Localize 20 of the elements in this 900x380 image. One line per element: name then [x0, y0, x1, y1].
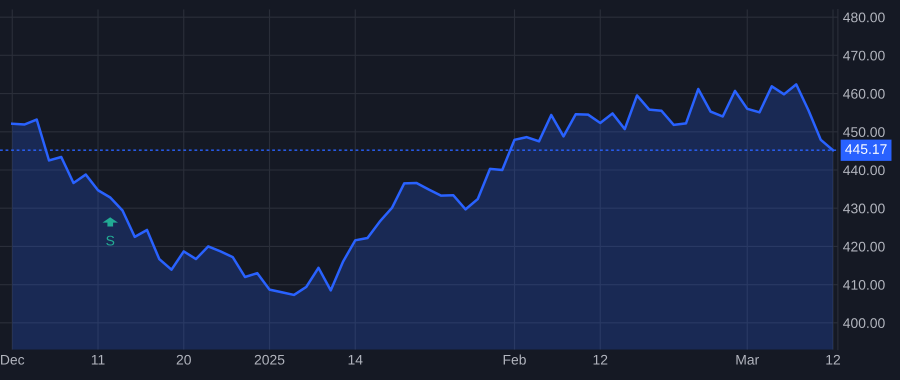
y-tick-label: 410.00	[843, 280, 885, 290]
x-tick-label: 14	[348, 354, 363, 365]
x-tick-label: 12	[826, 354, 840, 365]
x-tick-label: 12	[594, 354, 608, 365]
annotation: S	[106, 236, 114, 246]
ref-line-label: 445.17	[845, 144, 887, 154]
x-tick-label: 2025	[254, 354, 284, 365]
x-tick-label: Dec	[1, 354, 24, 365]
x-tick-label: 11	[92, 354, 105, 365]
x-tick-label: 20	[176, 354, 191, 365]
x-tick-label: Mar	[736, 354, 759, 365]
y-tick-label: 470.00	[843, 50, 885, 61]
y-tick-label: 440.00	[843, 165, 885, 176]
y-tick-label: 460.00	[843, 88, 885, 99]
y-tick-label: 450.00	[843, 127, 885, 137]
y-tick-label: 400.00	[843, 318, 885, 328]
x-tick-label: Feb	[504, 354, 526, 365]
y-tick-label: 420.00	[843, 242, 885, 252]
y-tick-label: 430.00	[843, 204, 885, 214]
y-tick-label: 480.00	[843, 12, 885, 22]
